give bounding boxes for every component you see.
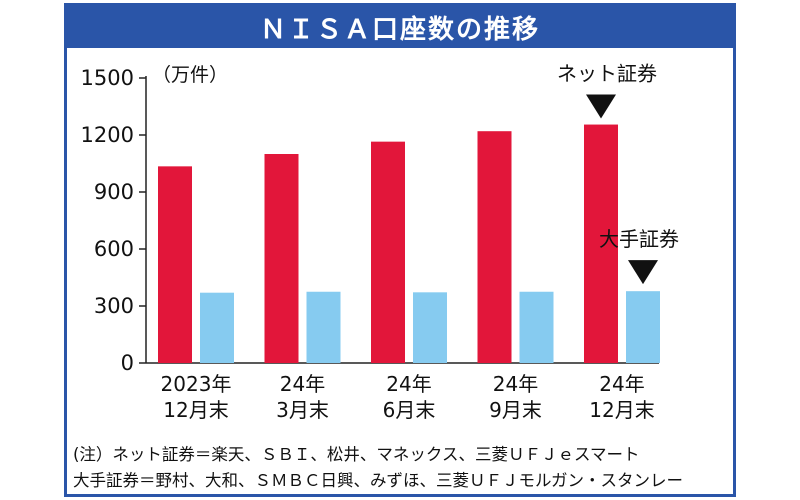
x-tick-label: 24年: [280, 372, 325, 396]
bar-major-1: [306, 291, 341, 363]
x-tick-label: 24年: [386, 372, 431, 396]
y-tick-label: 900: [94, 180, 134, 204]
footnote-line-1: (注）ネット証券＝楽天、ＳＢＩ、松井、マネックス、三菱ＵＦＪｅスマート: [73, 445, 640, 464]
bar-net-1: [264, 154, 299, 363]
bar-net-4: [584, 124, 618, 363]
x-tick-label: 3月末: [276, 398, 329, 422]
chart-title: ＮＩＳＡ口座数の推移: [67, 6, 733, 48]
annotation-label-major: 大手証券: [599, 227, 679, 251]
chart-frame: ＮＩＳＡ口座数の推移 0 300 600 900 1200 1500 （万件） 2023年 12…: [64, 3, 736, 497]
x-tick-label: 24年: [493, 372, 538, 396]
x-tick-label: 12月末: [589, 398, 654, 422]
y-tick-label: 1500: [81, 66, 134, 90]
bar-major-0: [200, 292, 234, 363]
annotation-arrow-net: [586, 94, 616, 119]
x-tick-label: 12月末: [163, 398, 228, 422]
bar-net-2: [371, 141, 405, 363]
x-tick-label: 9月末: [489, 398, 542, 422]
footnotes: (注）ネット証券＝楽天、ＳＢＩ、松井、マネックス、三菱ＵＦＪｅスマート 大手証券…: [73, 442, 683, 494]
y-tick-label: 300: [94, 294, 134, 318]
x-tick-label: 6月末: [383, 398, 436, 422]
x-tick-label: 2023年: [161, 372, 232, 396]
footnote-line-2: 大手証券＝野村、大和、ＳＭＢＣ日興、みずほ、三菱ＵＦＪモルガン・スタンレー: [73, 471, 684, 490]
bar-net-0: [158, 166, 192, 363]
bar-major-4: [626, 291, 660, 363]
y-tick-label: 600: [94, 237, 134, 261]
annotation-label-net: ネット証券: [557, 62, 657, 86]
y-tick-label: 1200: [81, 123, 134, 147]
bar-net-3: [477, 131, 512, 363]
unit-label: （万件）: [152, 64, 228, 86]
bar-major-2: [413, 292, 447, 363]
annotation-arrow-major: [628, 260, 658, 285]
y-tick-label: 0: [121, 351, 134, 375]
bar-major-3: [519, 291, 554, 363]
x-tick-label: 24年: [599, 372, 644, 396]
